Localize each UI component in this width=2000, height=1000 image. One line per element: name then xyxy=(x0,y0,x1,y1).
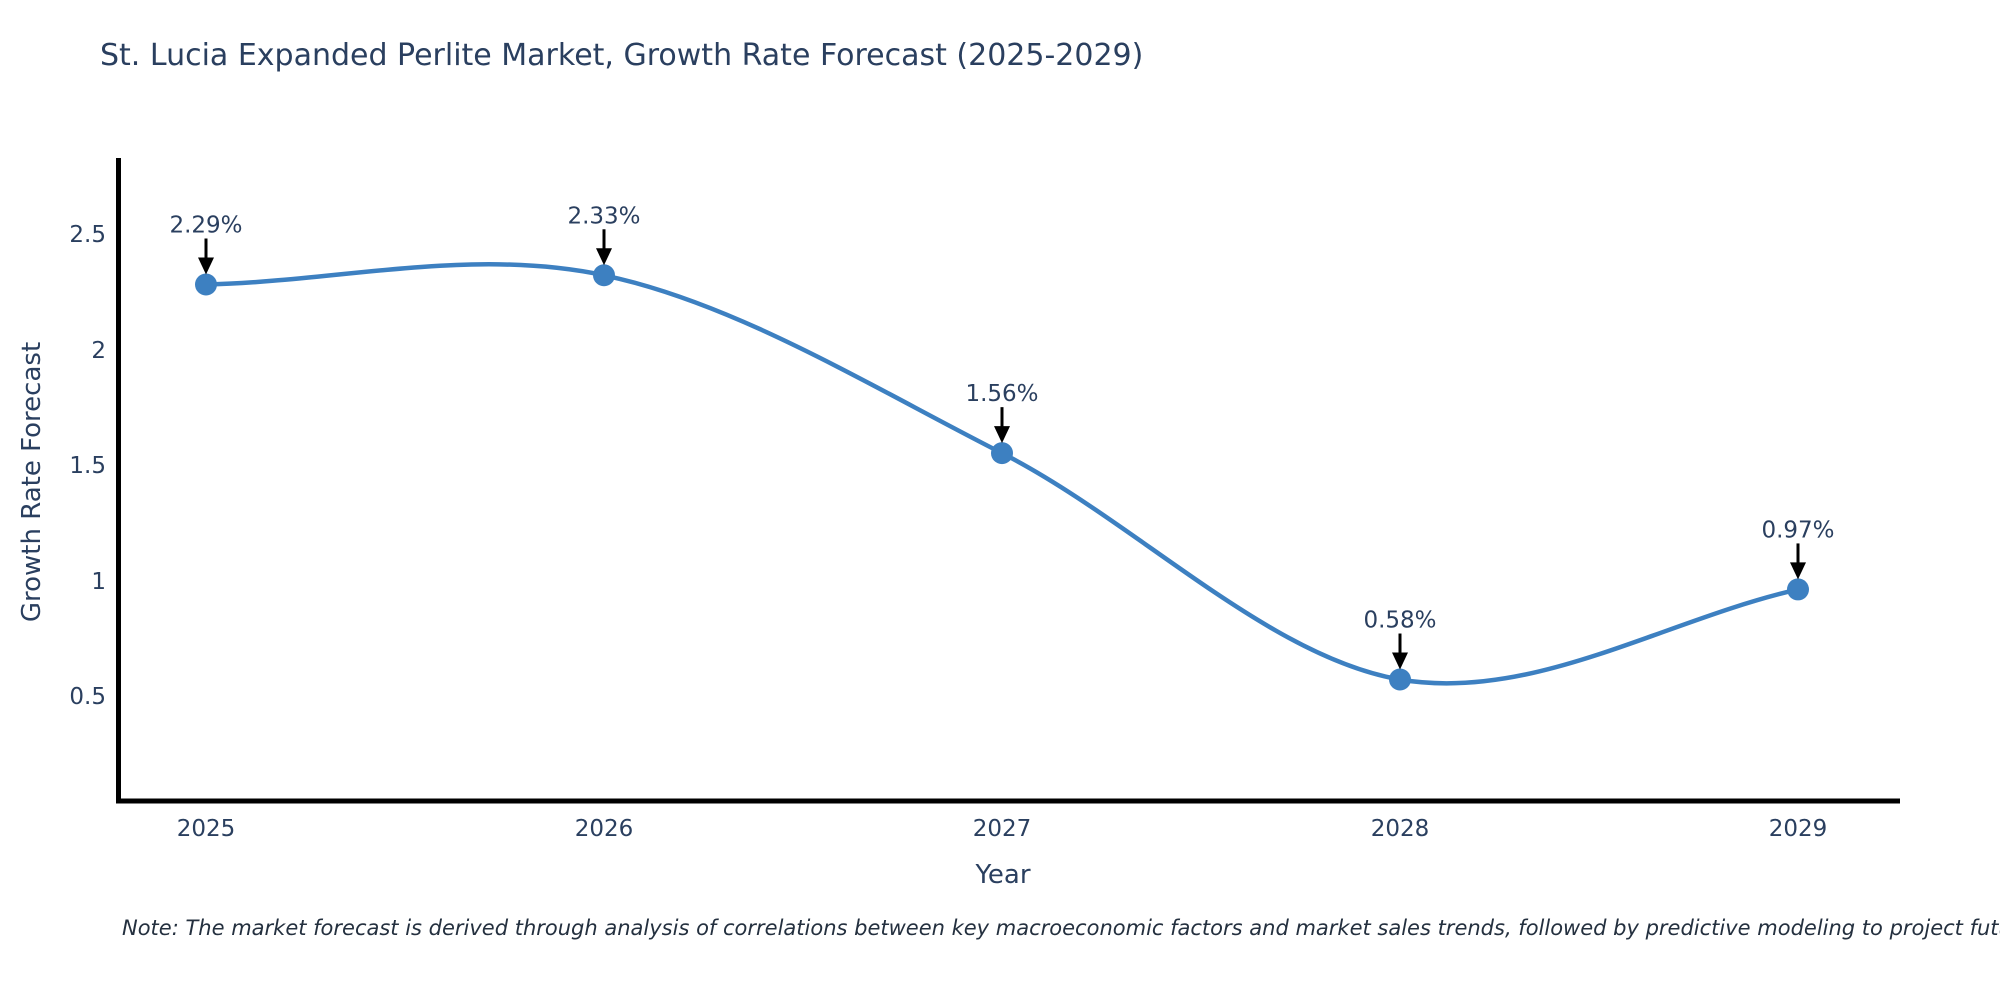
annotation-arrowhead xyxy=(1790,562,1806,580)
x-tick-label: 2028 xyxy=(1370,816,1430,842)
data-point-marker xyxy=(991,442,1013,465)
data-point-label: 2.29% xyxy=(169,213,242,239)
annotation-arrowhead xyxy=(198,257,214,275)
y-axis-title: Growth Rate Forecast xyxy=(17,341,47,623)
y-tick-label: 1.5 xyxy=(69,453,106,479)
y-tick-label: 1 xyxy=(91,568,106,595)
data-point-marker xyxy=(593,264,615,287)
chart-title: St. Lucia Expanded Perlite Market, Growt… xyxy=(100,38,1144,73)
data-point-marker xyxy=(1787,578,1809,601)
annotation-arrowhead xyxy=(994,426,1010,444)
data-point-marker xyxy=(195,273,217,296)
y-tick-label: 0.5 xyxy=(69,684,106,710)
x-tick-label: 2029 xyxy=(1768,816,1828,842)
x-axis-title: Year xyxy=(975,860,1031,890)
annotation-arrowhead xyxy=(596,248,612,266)
x-tick-label: 2027 xyxy=(972,816,1032,842)
forecast-line xyxy=(203,262,1801,686)
y-tick-label: 2 xyxy=(91,337,106,364)
y-tick-label: 2.5 xyxy=(69,222,106,248)
data-point-label: 1.56% xyxy=(965,381,1038,407)
annotation-arrowhead xyxy=(1392,652,1408,670)
x-tick-label: 2025 xyxy=(176,816,236,842)
x-tick-label: 2026 xyxy=(574,816,634,842)
data-point-marker xyxy=(1389,668,1411,691)
data-point-label: 2.33% xyxy=(567,203,640,229)
data-point-label: 0.97% xyxy=(1761,517,1834,543)
data-point-label: 0.58% xyxy=(1363,608,1436,634)
chart-footnote: Note: The market forecast is derived thr… xyxy=(122,916,2000,940)
